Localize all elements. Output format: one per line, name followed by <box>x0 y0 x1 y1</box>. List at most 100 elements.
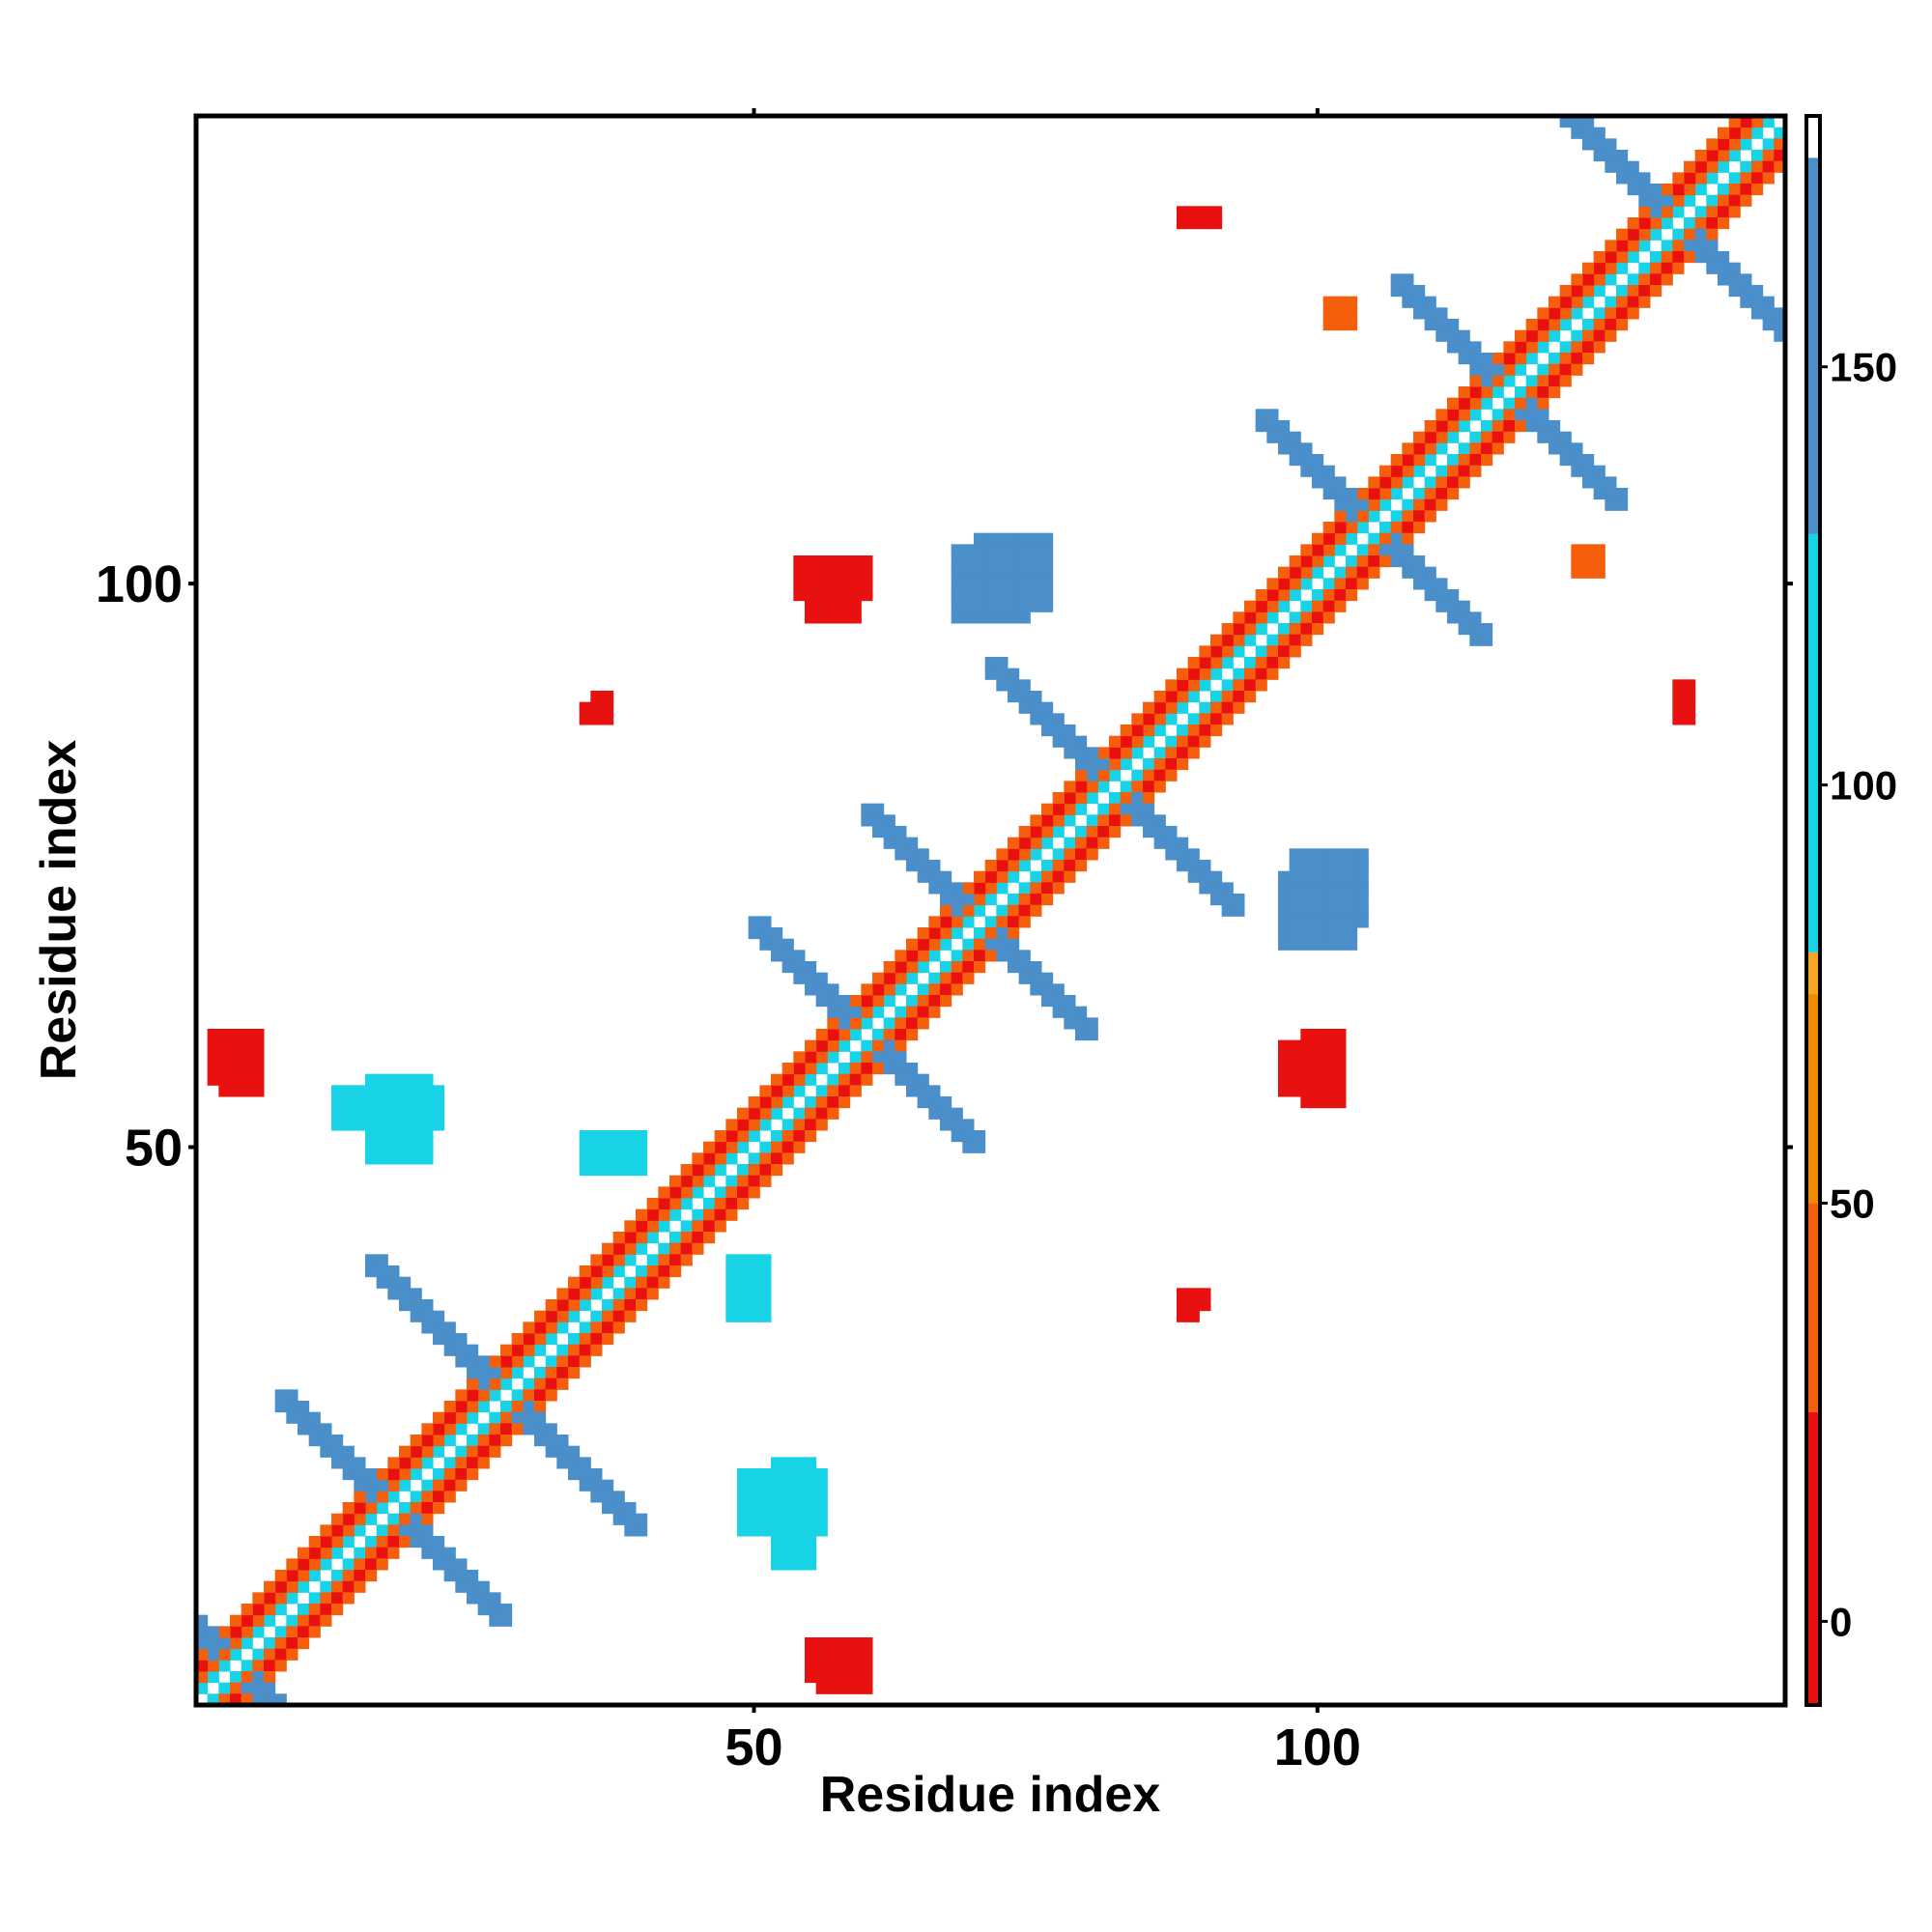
heatmap-cell <box>1402 522 1414 534</box>
heatmap-cell <box>1469 465 1482 477</box>
heatmap-cell <box>1322 904 1335 917</box>
heatmap-cell <box>1210 691 1223 703</box>
heatmap-cell <box>759 1288 772 1300</box>
heatmap-cell <box>1300 611 1313 624</box>
heatmap-cell <box>1728 150 1741 162</box>
heatmap-cell <box>1312 882 1324 895</box>
heatmap-cell <box>410 1502 422 1515</box>
heatmap-cell <box>1266 657 1279 669</box>
heatmap-cell <box>1346 510 1358 523</box>
heatmap-cell <box>771 1547 783 1559</box>
heatmap-cell <box>1086 769 1098 781</box>
heatmap-cell <box>1199 1299 1211 1312</box>
heatmap-cell <box>1300 578 1313 590</box>
heatmap-cell <box>759 1513 772 1525</box>
x-axis-ticks: 50 100 <box>724 108 1361 1776</box>
heatmap-cell <box>1289 1039 1301 1052</box>
heatmap-cell <box>534 1401 547 1413</box>
heatmap-cell <box>838 1006 851 1018</box>
heatmap-cell <box>805 972 817 984</box>
heatmap-cell <box>759 927 772 940</box>
heatmap-cell <box>1638 285 1651 298</box>
heatmap-cell <box>759 1141 772 1153</box>
heatmap-cell <box>399 1141 412 1153</box>
heatmap-cell <box>1030 882 1042 895</box>
heatmap-cell <box>1458 353 1470 365</box>
heatmap-cell <box>793 1502 806 1515</box>
heatmap-cell <box>1616 307 1629 320</box>
heatmap-cell <box>489 1378 501 1390</box>
heatmap-cell <box>748 1107 760 1120</box>
heatmap-cell <box>771 1073 783 1086</box>
heatmap-cell <box>1322 860 1335 872</box>
heatmap-cell <box>1447 600 1460 612</box>
heatmap-cell <box>602 1242 614 1255</box>
heatmap-cell <box>1322 522 1335 534</box>
heatmap-cell <box>467 1435 479 1447</box>
heatmap-cell <box>1064 735 1076 748</box>
heatmap-cell <box>421 1547 434 1559</box>
heatmap-cell <box>827 1085 839 1097</box>
heatmap-cell <box>489 1389 501 1402</box>
heatmap-cell <box>725 1254 738 1266</box>
heatmap-cell <box>1008 938 1020 951</box>
heatmap-cell <box>1582 341 1595 354</box>
heatmap-cell <box>928 995 941 1008</box>
heatmap-cell <box>1334 1029 1347 1041</box>
heatmap-cell <box>477 1457 490 1469</box>
heatmap-cell <box>984 870 997 883</box>
heatmap-cell <box>872 803 885 815</box>
heatmap-cell <box>1143 758 1155 771</box>
heatmap-cell <box>1672 251 1685 264</box>
heatmap-cell <box>1559 285 1572 298</box>
heatmap-cell <box>1300 566 1313 579</box>
heatmap-cell <box>1322 916 1335 928</box>
heatmap-cell <box>1650 194 1662 207</box>
heatmap-cell <box>207 1671 219 1684</box>
heatmap-cells <box>196 116 1786 1706</box>
heatmap-cell <box>1097 781 1110 793</box>
heatmap-cell <box>815 555 828 568</box>
heatmap-cell <box>951 589 963 602</box>
heatmap-cell <box>1041 826 1054 838</box>
heatmap-cell <box>1322 927 1335 940</box>
heatmap-cell <box>286 1592 298 1605</box>
heatmap-cell <box>523 1378 535 1390</box>
heatmap-cell <box>984 600 997 612</box>
heatmap-cell <box>1064 747 1076 759</box>
heatmap-cell <box>1041 555 1054 568</box>
heatmap-cell <box>1684 251 1696 264</box>
heatmap-cell <box>286 1558 298 1571</box>
heatmap-cell <box>579 1130 591 1143</box>
heatmap-cell <box>1153 769 1166 781</box>
heatmap-cell <box>861 1648 873 1661</box>
heatmap-cell <box>624 1232 637 1244</box>
heatmap-cell <box>996 600 1009 612</box>
heatmap-cell <box>1492 431 1504 443</box>
heatmap-cell <box>365 1096 378 1109</box>
heatmap-cell <box>1289 566 1301 579</box>
heatmap-cell <box>1018 826 1031 838</box>
heatmap-cell <box>320 1435 332 1447</box>
heatmap-cell <box>872 1063 885 1075</box>
heatmap-cell <box>1559 341 1572 354</box>
heatmap-cell <box>1221 701 1234 714</box>
heatmap-cell <box>1762 296 1775 308</box>
heatmap-cell <box>1356 544 1369 556</box>
heatmap-cell <box>737 1130 750 1143</box>
heatmap-cell <box>489 1435 501 1447</box>
heatmap-cell <box>590 1344 603 1356</box>
heatmap-cell <box>410 1310 422 1322</box>
heatmap-cell <box>1435 589 1448 602</box>
heatmap-cell <box>207 1660 219 1672</box>
heatmap-cell <box>883 995 895 1008</box>
heatmap-cell <box>827 1006 839 1018</box>
heatmap-cell <box>579 1479 591 1492</box>
heatmap-cell <box>1312 938 1324 951</box>
heatmap-cell <box>849 1085 862 1097</box>
heatmap-cell <box>1458 454 1470 467</box>
heatmap-cell <box>1177 1310 1189 1322</box>
heatmap-cell <box>1571 285 1583 298</box>
heatmap-cell <box>1165 747 1178 759</box>
heatmap-cell <box>1075 792 1088 805</box>
